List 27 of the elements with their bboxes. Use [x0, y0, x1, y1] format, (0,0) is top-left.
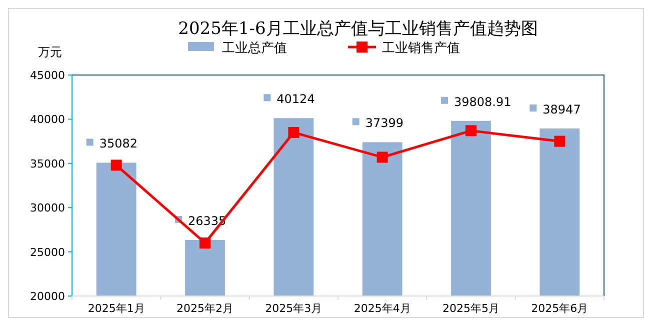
data-label: 35082 — [99, 136, 138, 151]
x-tick-label: 2025年2月 — [176, 302, 234, 315]
point — [376, 152, 388, 163]
legend-label: 工业销售产值 — [382, 41, 460, 56]
y-tick-label: 25000 — [30, 246, 65, 259]
point — [466, 125, 476, 136]
y-axis-title: 万元 — [38, 45, 62, 59]
x-tick-label: 2025年1月 — [88, 302, 145, 315]
data-label: 38947 — [542, 102, 581, 117]
x-tick-label: 2025年6月 — [531, 302, 588, 315]
point — [554, 136, 566, 147]
data-label: 37399 — [365, 116, 404, 130]
y-tick-label: 20000 — [30, 290, 65, 303]
y-tick-label: 30000 — [30, 202, 65, 215]
x-tick-label: 2025年5月 — [442, 302, 500, 315]
data-label: 40124 — [276, 92, 315, 106]
x-tick-label: 2025年3月 — [265, 302, 322, 315]
y-tick-label: 40000 — [30, 113, 65, 126]
point — [288, 126, 300, 138]
chart-title: 2025年1-6月工业总产值与工业销售产值趋势图 — [178, 19, 538, 39]
legend-label: 工业总产值 — [222, 41, 287, 56]
y-tick-label: 35000 — [30, 157, 65, 170]
x-tick-label: 2025年4月 — [354, 302, 411, 315]
point — [110, 160, 122, 171]
point — [200, 237, 210, 248]
data-label: 39808.91 — [454, 94, 512, 109]
y-tick-label: 45000 — [30, 69, 65, 82]
